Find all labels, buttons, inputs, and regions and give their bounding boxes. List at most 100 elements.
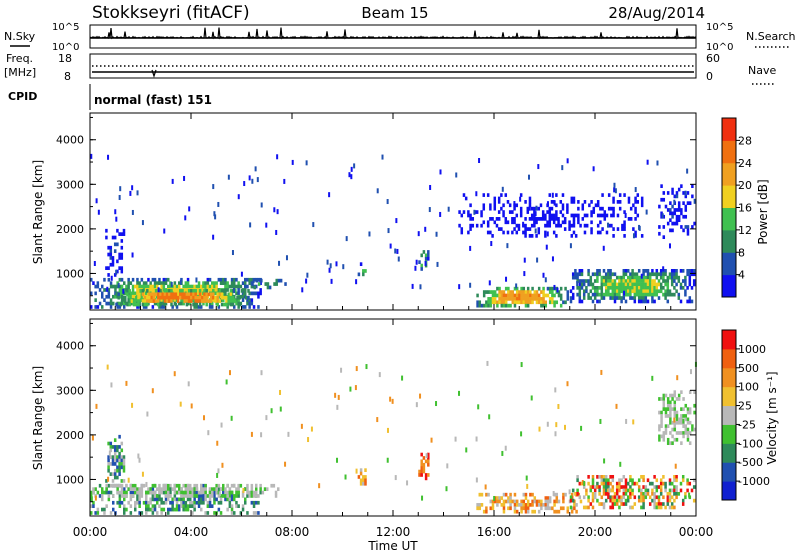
- power-cell: [537, 300, 541, 305]
- velocity-cell: [92, 490, 95, 495]
- velocity-cell: [681, 502, 685, 506]
- velocity-cell: [164, 500, 168, 505]
- power-cell: [149, 281, 152, 286]
- velocity-cell: [129, 497, 133, 502]
- velocity-cell: [208, 490, 212, 495]
- power-cell: [626, 289, 630, 294]
- power-cell: [126, 292, 129, 297]
- freq-left-bottom-tick: 8: [64, 70, 71, 83]
- power-cell: [502, 303, 506, 308]
- velocity-cell: [664, 393, 668, 398]
- power-cell: [518, 300, 521, 305]
- power-cell: [517, 223, 521, 228]
- velocity-cell: [427, 473, 430, 477]
- velocity-cell: [241, 507, 245, 512]
- power-cell: [662, 285, 665, 290]
- velocity-cell: [529, 492, 532, 497]
- power-cell: [152, 299, 156, 303]
- power-cell: [504, 193, 508, 197]
- velocity-cell: [673, 424, 677, 429]
- power-cell: [673, 285, 676, 290]
- power-cell: [196, 295, 200, 300]
- velocity-cell: [195, 483, 199, 488]
- power-cell: [264, 282, 267, 286]
- power-cell: [114, 288, 117, 292]
- power-cell: [634, 234, 637, 238]
- power-cell: [168, 289, 171, 293]
- power-cell: [552, 213, 556, 218]
- power-cell: [524, 234, 527, 238]
- power-cell: [692, 272, 696, 277]
- power-cell: [105, 235, 108, 240]
- velocity-cell: [237, 490, 240, 495]
- power-cell: [140, 284, 144, 289]
- velocity-cell: [476, 506, 479, 511]
- velocity-cell: [615, 491, 619, 496]
- velocity-cell: [668, 498, 672, 503]
- power-cell: [473, 209, 476, 215]
- velocity-cell: [613, 495, 617, 500]
- velocity-cell: [682, 431, 685, 435]
- power-cell: [509, 290, 512, 294]
- power-cell: [113, 242, 117, 247]
- power-cell: [574, 213, 578, 218]
- velocity-cell: [686, 434, 690, 439]
- power-cell: [469, 223, 472, 228]
- power-cell: [127, 298, 130, 303]
- nsky-trace: [89, 27, 697, 40]
- power-cell: [127, 284, 130, 289]
- velocity-cell: [662, 437, 666, 442]
- power-cell: [596, 268, 599, 273]
- velocity-cell: [160, 487, 163, 492]
- power-cell: [555, 213, 558, 218]
- velocity-cell: [259, 483, 262, 488]
- power-cell: [462, 193, 466, 197]
- power-cell: [555, 210, 558, 214]
- power-cell: [666, 191, 670, 195]
- power-cell: [181, 289, 184, 293]
- velocity-cell: [675, 488, 678, 493]
- power-cell: [542, 300, 545, 305]
- velocity-cell: [118, 483, 122, 488]
- power-cell: [160, 298, 163, 303]
- power-cell: [208, 305, 212, 309]
- power-cell: [122, 232, 126, 236]
- power-cell: [515, 300, 519, 305]
- power-cell: [198, 289, 202, 293]
- velocity-cell: [648, 502, 652, 506]
- power-cell: [312, 222, 315, 228]
- velocity-cell: [496, 496, 499, 500]
- velocity-cell: [151, 487, 155, 492]
- power-colorbar-swatch: [722, 274, 736, 298]
- velocity-cell: [596, 474, 599, 479]
- power-cell: [616, 227, 620, 231]
- power-cell: [137, 302, 140, 307]
- velocity-cell: [107, 455, 110, 459]
- velocity-cell: [530, 395, 533, 401]
- velocity-cell: [134, 483, 137, 488]
- velocity-cell: [509, 503, 512, 507]
- power-cell: [482, 303, 486, 308]
- velocity-cell: [162, 507, 166, 512]
- velocity-cell: [618, 488, 621, 493]
- velocity-cell: [118, 451, 121, 456]
- power-cell: [103, 277, 106, 282]
- power-cell: [642, 296, 645, 300]
- power-cell: [604, 285, 608, 290]
- power-cell: [257, 277, 260, 282]
- velocity-cell: [109, 472, 113, 476]
- velocity-cell: [633, 481, 637, 486]
- velocity-cell: [250, 431, 253, 437]
- velocity-cell: [599, 418, 602, 424]
- velocity-cell: [151, 507, 155, 512]
- power-cell: [123, 305, 126, 309]
- power-cell: [679, 285, 683, 290]
- velocity-cell: [184, 507, 188, 512]
- velocity-cell: [193, 490, 196, 495]
- velocity-cell: [215, 490, 218, 495]
- velocity-cell: [651, 488, 654, 493]
- power-cell: [168, 295, 171, 300]
- power-cell: [613, 187, 616, 193]
- power-colorbar-swatch: [722, 118, 736, 141]
